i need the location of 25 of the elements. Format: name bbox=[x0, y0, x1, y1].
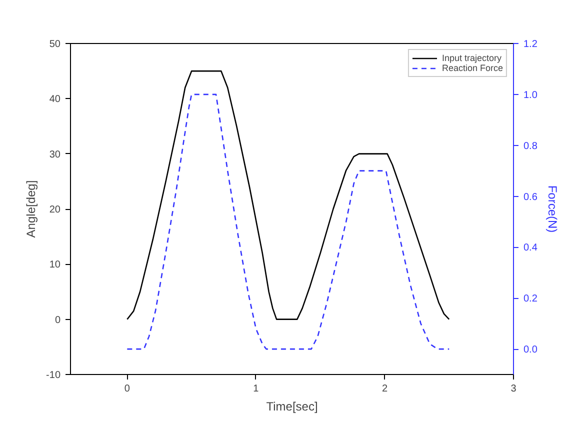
y2-tick-label: 0.0 bbox=[524, 344, 538, 356]
x-tick-label: 2 bbox=[382, 384, 388, 394]
y2-tick-label: 1.0 bbox=[524, 90, 538, 101]
legend-label: Input trajectory bbox=[442, 53, 502, 63]
y2-tick-label: 0.8 bbox=[524, 140, 538, 152]
y-tick-label: 20 bbox=[49, 204, 61, 216]
y2-tick-label: 0.6 bbox=[524, 192, 538, 203]
x-tick-label: 1 bbox=[253, 384, 260, 394]
y-tick-label: 0 bbox=[54, 314, 61, 326]
y2-tick-label: 1.2 bbox=[524, 39, 538, 50]
y-tick-label: 50 bbox=[49, 39, 61, 50]
y2-tick-label: 0.4 bbox=[524, 242, 538, 254]
y-tick-label: 40 bbox=[49, 94, 61, 106]
y-tick-label: 30 bbox=[49, 149, 61, 160]
x-tick-label: 0 bbox=[124, 384, 130, 394]
y-tick-label: -10 bbox=[46, 370, 61, 381]
x-axis-title: Time[sec] bbox=[266, 400, 318, 414]
x-tick-label: 3 bbox=[510, 384, 517, 394]
line-series bbox=[126, 70, 450, 320]
y2-tick-label: 0.2 bbox=[524, 294, 538, 305]
y-axis-title: Angle[deg] bbox=[24, 180, 38, 238]
line-series bbox=[126, 94, 450, 350]
legend-label: Reaction Force bbox=[442, 63, 503, 73]
y-tick-label: 10 bbox=[49, 260, 61, 271]
y2-axis-title: Force(N) bbox=[545, 185, 560, 233]
